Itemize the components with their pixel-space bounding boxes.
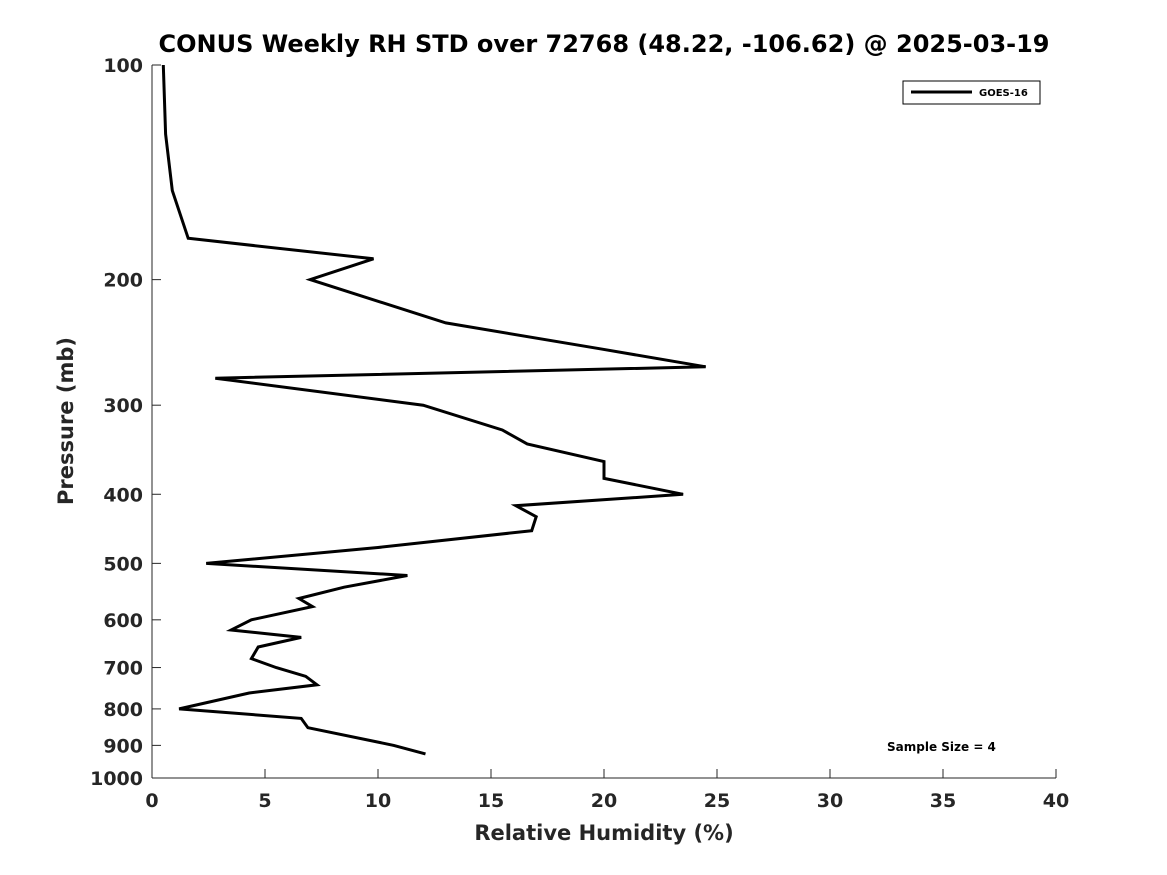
y-tick-label: 300	[103, 395, 143, 417]
y-tick-label: 900	[103, 735, 143, 757]
legend: GOES-16	[902, 80, 1041, 105]
chart-title: CONUS Weekly RH STD over 72768 (48.22, -…	[158, 30, 1049, 58]
x-tick-label: 40	[1043, 790, 1069, 812]
y-tick-label: 600	[103, 610, 143, 632]
y-axis-label: Pressure (mb)	[54, 337, 78, 505]
x-tick-label: 15	[478, 790, 504, 812]
y-tick-label: 500	[103, 553, 143, 575]
sample-size-annotation: Sample Size = 4	[887, 740, 996, 754]
x-tick-label: 5	[258, 790, 271, 812]
x-tick-label: 35	[930, 790, 956, 812]
series-line-goes-16	[161, 64, 706, 756]
y-tick-label: 800	[103, 699, 143, 721]
y-tick-label: 1000	[90, 768, 143, 790]
y-ticks: 100 200 300 400 500 600 700 800 900 1000	[90, 55, 161, 790]
y-tick-label: 400	[103, 484, 143, 506]
x-tick-label: 30	[817, 790, 843, 812]
series-layer	[161, 64, 706, 756]
x-tick-label: 25	[704, 790, 730, 812]
y-tick-label: 200	[103, 270, 143, 292]
y-tick-label: 100	[103, 55, 143, 77]
y-tick-label: 700	[103, 658, 143, 680]
x-axis-label: Relative Humidity (%)	[474, 821, 733, 845]
x-tick-label: 0	[145, 790, 158, 812]
legend-label: GOES-16	[979, 88, 1028, 99]
x-ticks: 0 5 10 15 20 25 30 35 40	[145, 769, 1069, 812]
x-tick-label: 20	[591, 790, 617, 812]
x-tick-label: 10	[365, 790, 391, 812]
